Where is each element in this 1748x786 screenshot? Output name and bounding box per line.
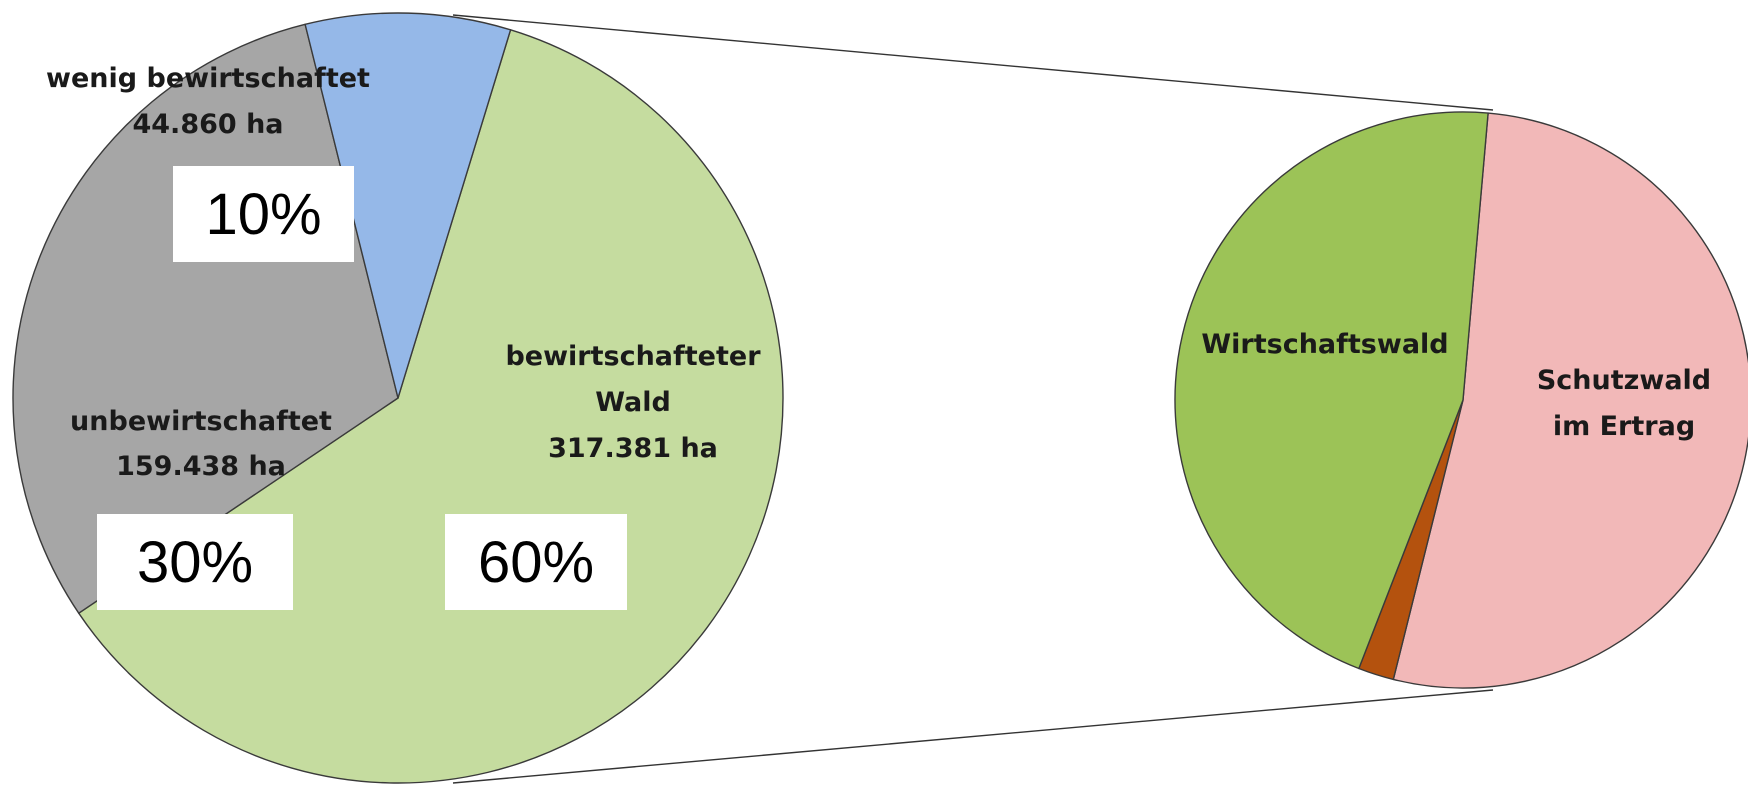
connector-line-top [452, 14, 1494, 111]
pct-unbewirtschaftet: 30% [97, 514, 293, 610]
pct-wenig-bewirtschaftet-box [173, 166, 354, 262]
label-wenig-bewirtschaftet: wenig bewirtschaftet 44.860 ha [46, 63, 370, 140]
label-bewirtschafteter-wald: bewirtschafteter Wald 317.381 ha [505, 341, 761, 464]
connector-lines [452, 14, 1494, 784]
pct-unbewirtschaftet-box [97, 514, 293, 610]
slice-labels: wenig bewirtschaftet 44.860 ha unbewirtsch… [46, 63, 1711, 610]
pct-bewirtschafteter-wald-text: 60% [478, 530, 594, 595]
sub-pie [1174, 111, 1748, 689]
pct-wenig-bewirtschaftet: 10% [173, 166, 354, 262]
pct-wenig-bewirtschaftet-text: 10% [205, 182, 321, 247]
pct-bewirtschafteter-wald-box [445, 514, 627, 610]
sub-slice-schutzwald [1392, 112, 1748, 689]
label-schutzwald-im-ertrag: Schutzwald im Ertrag [1537, 365, 1711, 442]
connector-line-bottom [452, 689, 1494, 784]
pct-bewirtschafteter-wald: 60% [445, 514, 627, 610]
sub-slice-wirtschaftswald [1174, 111, 1489, 670]
label-unbewirtschaftet: unbewirtschaftet 159.438 ha [70, 406, 332, 482]
label-wirtschaftswald: Wirtschaftswald [1201, 329, 1448, 360]
main-slice-wenig [304, 12, 512, 399]
pct-unbewirtschaftet-text: 30% [137, 530, 253, 595]
